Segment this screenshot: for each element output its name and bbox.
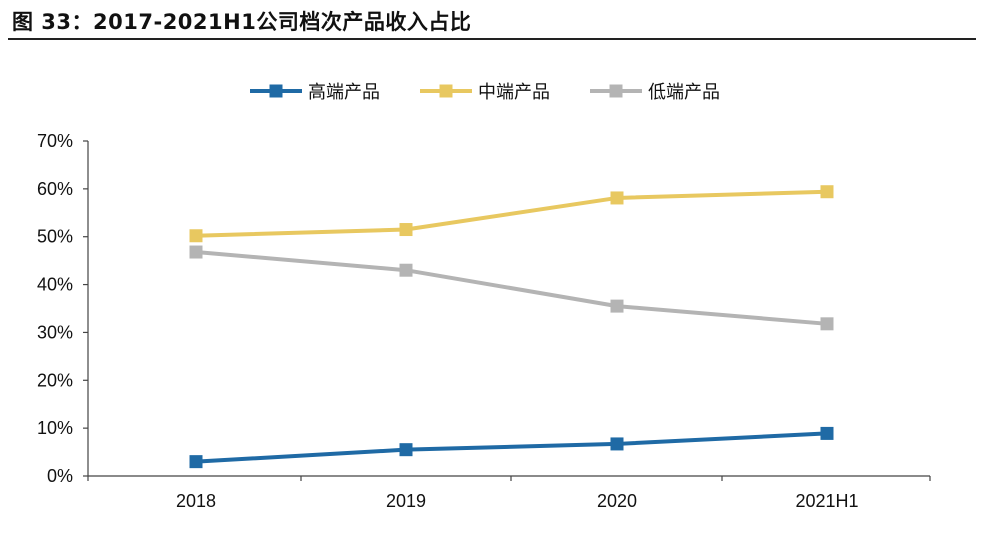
series-line-2: [195, 250, 828, 326]
y-tick-label: 0%: [47, 466, 73, 486]
y-tick-label: 50%: [37, 227, 73, 247]
axes: [87, 141, 930, 477]
series-lines: [195, 189, 828, 464]
data-point: [820, 185, 834, 199]
y-tick-label: 40%: [37, 275, 73, 295]
x-tick-label: 2021H1: [795, 491, 858, 511]
data-point: [610, 191, 624, 205]
x-axis-ticks: 2018 2019 2020 2021H1: [87, 476, 931, 511]
data-point: [399, 263, 413, 277]
legend: 高端产品 中端产品 低端产品: [250, 82, 720, 103]
series-line-1: [195, 189, 828, 238]
title-rule: [8, 38, 976, 40]
data-point: [610, 299, 624, 313]
data-point: [189, 229, 203, 243]
figure-title: 图 33：2017-2021H1公司档次产品收入占比: [12, 10, 472, 34]
x-tick-label: 2019: [386, 491, 426, 511]
legend-label: 中端产品: [478, 82, 550, 103]
x-tick-label: 2018: [176, 491, 216, 511]
y-tick-label: 70%: [37, 131, 73, 151]
series-markers: [189, 185, 834, 469]
data-point: [189, 455, 203, 469]
legend-swatch-marker: [269, 84, 283, 98]
data-point: [399, 443, 413, 457]
data-point: [189, 245, 203, 259]
data-point: [399, 223, 413, 237]
legend-label: 低端产品: [648, 82, 720, 103]
legend-label: 高端产品: [308, 82, 380, 103]
y-tick-label: 30%: [37, 322, 73, 342]
y-tick-label: 10%: [37, 418, 73, 438]
data-point: [610, 437, 624, 451]
y-axis-ticks: 0% 10% 20% 30% 40% 50% 60% 70%: [37, 131, 88, 486]
y-tick-label: 20%: [37, 370, 73, 390]
legend-swatch-marker: [439, 84, 453, 98]
legend-swatch-marker: [609, 84, 623, 98]
series-line-0: [195, 431, 828, 464]
data-point: [820, 426, 834, 440]
x-tick-label: 2020: [597, 491, 637, 511]
y-tick-label: 60%: [37, 179, 73, 199]
data-point: [820, 317, 834, 331]
